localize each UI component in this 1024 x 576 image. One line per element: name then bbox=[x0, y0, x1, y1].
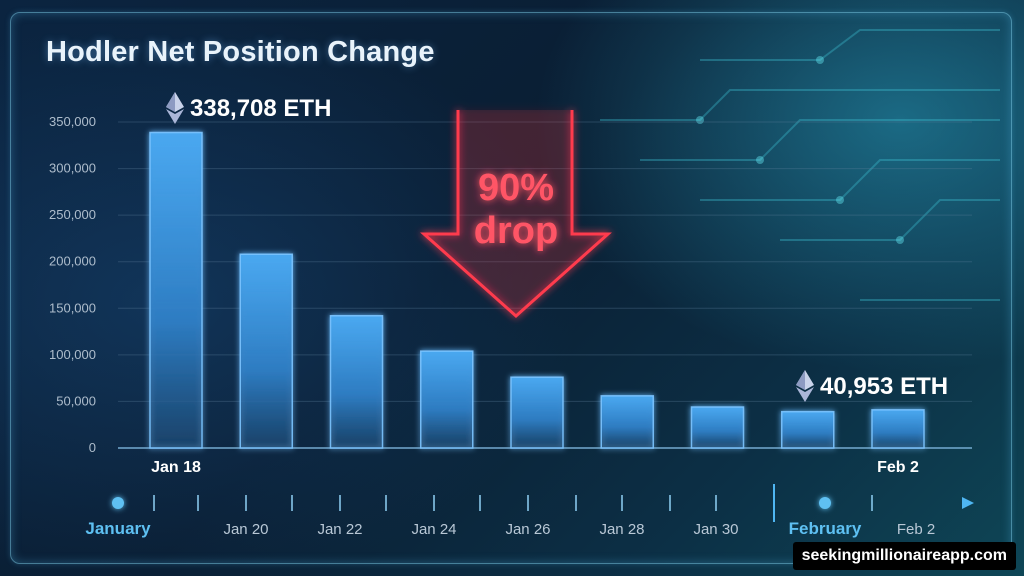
ethereum-icon bbox=[796, 370, 814, 402]
drop-arrow: 90% drop bbox=[420, 110, 612, 319]
timeline-arrowhead bbox=[962, 497, 974, 509]
chart-title: Hodler Net Position Change bbox=[46, 36, 435, 68]
bar bbox=[420, 350, 474, 449]
timeline-date-label: Jan 30 bbox=[693, 521, 738, 538]
y-tick-label: 250,000 bbox=[49, 207, 96, 222]
start-value-callout: 338,708 ETH bbox=[166, 92, 331, 124]
circuit-decoration bbox=[600, 29, 1000, 301]
chart-frame bbox=[10, 12, 1012, 564]
bar bbox=[600, 395, 654, 449]
circuit-nodes bbox=[696, 56, 904, 244]
bar bbox=[510, 376, 564, 449]
timeline: January February Jan 20 Jan 22 Jan 24 Jan 2… bbox=[85, 484, 974, 538]
end-value-callout: 40,953 ETH bbox=[796, 370, 948, 402]
timeline-date-label: Jan 26 bbox=[505, 521, 550, 538]
x-tick-label: Jan 18 bbox=[151, 459, 201, 476]
x-axis-labels: Jan 18 Feb 2 bbox=[151, 459, 919, 476]
start-value-label: 338,708 ETH bbox=[190, 95, 331, 122]
watermark: seekingmillionaireapp.com bbox=[792, 542, 1016, 570]
february-marker bbox=[819, 497, 831, 509]
bar bbox=[871, 409, 925, 449]
timeline-month-february: February bbox=[789, 519, 862, 538]
y-tick-label: 200,000 bbox=[49, 254, 96, 269]
y-tick-label: 150,000 bbox=[49, 300, 96, 315]
y-axis-ticks: 0 50,000 100,000 150,000 200,000 250,000 300,0… bbox=[49, 114, 96, 455]
ethereum-icon bbox=[166, 92, 184, 124]
timeline-date-label: Jan 22 bbox=[317, 521, 362, 538]
drop-word-label: drop bbox=[474, 210, 558, 252]
bar bbox=[690, 406, 745, 449]
bars bbox=[149, 131, 925, 449]
timeline-date-label: Jan 28 bbox=[599, 521, 644, 538]
bar bbox=[149, 131, 203, 449]
y-tick-label: 300,000 bbox=[49, 161, 96, 176]
bar bbox=[781, 410, 835, 449]
bar bbox=[329, 314, 384, 449]
bar bbox=[239, 253, 293, 449]
y-tick-label: 350,000 bbox=[49, 114, 96, 129]
x-tick-label: Feb 2 bbox=[877, 459, 919, 476]
y-tick-label: 100,000 bbox=[49, 347, 96, 362]
timeline-date-label: Feb 2 bbox=[897, 521, 935, 538]
y-tick-label: 0 bbox=[89, 440, 96, 455]
end-value-label: 40,953 ETH bbox=[820, 373, 948, 400]
timeline-date-label: Jan 24 bbox=[411, 521, 456, 538]
drop-percent-label: 90% bbox=[478, 167, 554, 209]
timeline-month-january: January bbox=[85, 519, 151, 538]
january-marker bbox=[112, 497, 124, 509]
y-tick-label: 50,000 bbox=[56, 393, 96, 408]
timeline-date-label: Jan 20 bbox=[223, 521, 268, 538]
